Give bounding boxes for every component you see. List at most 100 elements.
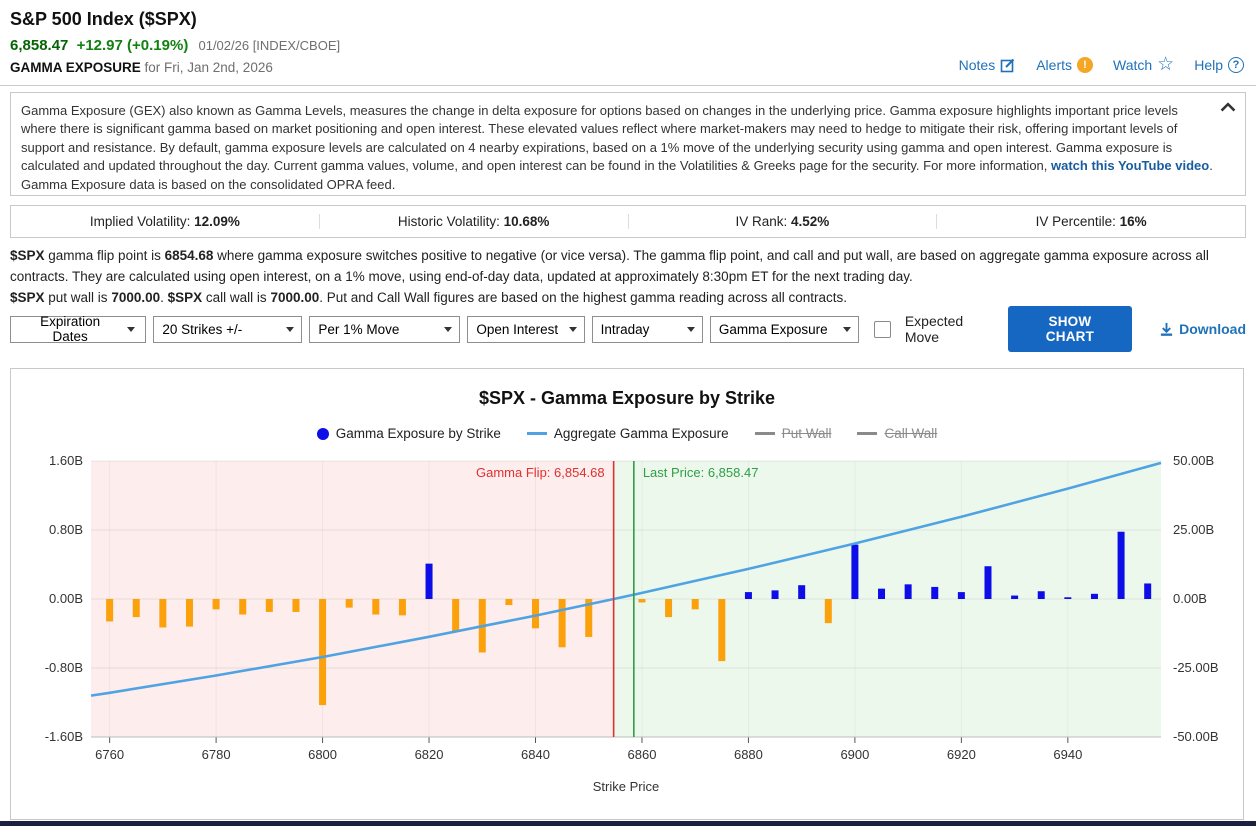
help-question-icon: ? bbox=[1228, 57, 1244, 73]
expected-move-checkbox[interactable] bbox=[873, 320, 891, 338]
youtube-video-link[interactable]: watch this YouTube video bbox=[1051, 158, 1210, 174]
notes-label: Notes bbox=[958, 57, 996, 73]
gamma-bar-6930 bbox=[1011, 595, 1019, 599]
gamma-bar-6890 bbox=[798, 585, 806, 599]
stat-value: 4.52% bbox=[791, 214, 830, 229]
chevron-down-icon bbox=[127, 326, 136, 332]
svg-text:6760: 6760 bbox=[95, 747, 124, 762]
alert-warning-icon: ! bbox=[1077, 57, 1093, 73]
expected-move-label: Expected Move bbox=[904, 313, 964, 345]
stat-iv-rank: IV Rank: 4.52% bbox=[627, 214, 937, 229]
legend-item-aggregate-gamma-exposure[interactable]: Aggregate Gamma Exposure bbox=[526, 426, 729, 441]
gamma-chart-container: $SPX - Gamma Exposure by Strike Gamma Ex… bbox=[10, 368, 1244, 820]
section-label: GAMMA EXPOSURE bbox=[10, 60, 141, 75]
gamma-bar-6935 bbox=[1037, 591, 1045, 599]
gamma-chart-plot[interactable]: 1.60B 50.00B 0.80B 25.00B 0.00B 0.00B -0.80B -2… bbox=[11, 454, 1243, 806]
legend-label: Call Wall bbox=[884, 426, 938, 441]
svg-text:6820: 6820 bbox=[415, 747, 444, 762]
expiration-dates-label: Expiration Dates bbox=[40, 314, 101, 344]
header-divider bbox=[0, 85, 1256, 86]
gamma-bar-6950 bbox=[1117, 531, 1125, 599]
notes-edit-icon bbox=[1000, 58, 1015, 73]
intraday-select[interactable]: Intraday bbox=[591, 315, 703, 343]
expiration-dates-dropdown[interactable]: Expiration Dates bbox=[10, 314, 147, 344]
svg-text:-50.00B: -50.00B bbox=[1173, 729, 1219, 744]
svg-text:6920: 6920 bbox=[947, 747, 976, 762]
gamma-bar-6815 bbox=[398, 599, 406, 616]
gamma-bar-6870 bbox=[691, 599, 699, 610]
bottom-bar bbox=[0, 821, 1256, 826]
svg-text:6780: 6780 bbox=[202, 747, 231, 762]
gamma-bar-6860 bbox=[638, 599, 646, 603]
gamma-bar-6835 bbox=[505, 599, 513, 606]
gamma-bar-6925 bbox=[984, 566, 992, 599]
stat-historic-volatility: Historic Volatility: 10.68% bbox=[318, 214, 628, 229]
last-price: 6,858.47 bbox=[10, 37, 69, 54]
gamma-bar-6845 bbox=[558, 599, 566, 648]
help-link[interactable]: Help ? bbox=[1194, 57, 1244, 73]
svg-text:6880: 6880 bbox=[734, 747, 763, 762]
gamma-bar-6900 bbox=[851, 544, 859, 599]
page-header: S&P 500 Index ($SPX) 6,858.47 +12.97 (+0… bbox=[0, 0, 1256, 86]
last-price-annotation: Last Price: 6,858.47 bbox=[643, 465, 759, 480]
price-change: +12.97 (+0.19%) bbox=[76, 37, 189, 54]
legend-label: Gamma Exposure by Strike bbox=[335, 426, 501, 441]
gamma-bar-6920 bbox=[957, 592, 965, 599]
gamma-bar-6875 bbox=[718, 599, 726, 662]
chart-filter-toolbar: Expiration Dates 20 Strikes +/- Per 1% M… bbox=[10, 306, 1246, 352]
gamma-bar-6850 bbox=[585, 599, 593, 637]
watch-label: Watch bbox=[1113, 57, 1153, 73]
legend-item-call-wall[interactable]: Call Wall bbox=[857, 426, 937, 441]
svg-text:6900: 6900 bbox=[840, 747, 869, 762]
gex-description-text-after: . Gamma Exposure data is based on the co… bbox=[21, 158, 1213, 192]
open-interest-select[interactable]: Open Interest bbox=[467, 315, 585, 343]
x-axis-title: Strike Price bbox=[593, 779, 659, 794]
section-row: GAMMA EXPOSURE for Fri, Jan 2nd, 2026 bbox=[10, 60, 273, 75]
gamma-bar-6765 bbox=[132, 599, 140, 618]
download-link[interactable]: Download bbox=[1159, 321, 1246, 337]
gex-description-box: Gamma Exposure (GEX) also known as Gamma… bbox=[10, 92, 1246, 196]
strikes-select[interactable]: 20 Strikes +/- bbox=[153, 315, 303, 343]
notes-link[interactable]: Notes bbox=[959, 57, 1017, 73]
gamma-bar-6760 bbox=[106, 599, 114, 622]
gamma-flip-annotation: Gamma Flip: 6,854.68 bbox=[476, 465, 605, 480]
gex-description-text: Gamma Exposure (GEX) also known as Gamma… bbox=[21, 103, 1178, 174]
svg-text:0.80B: 0.80B bbox=[49, 522, 83, 537]
gamma-bar-6840 bbox=[532, 599, 540, 629]
watch-link[interactable]: Watch ☆ bbox=[1113, 55, 1174, 74]
collapse-chevron-up-icon[interactable] bbox=[1219, 99, 1237, 117]
svg-text:6860: 6860 bbox=[628, 747, 657, 762]
section-date: for Fri, Jan 2nd, 2026 bbox=[140, 60, 273, 75]
price-row: 6,858.47 +12.97 (+0.19%) 01/02/26 [INDEX… bbox=[10, 37, 340, 54]
stat-label: Historic Volatility: bbox=[397, 214, 504, 229]
legend-label: Put Wall bbox=[781, 426, 832, 441]
metric-select[interactable]: Gamma Exposure bbox=[709, 315, 859, 343]
volatility-stats-bar: Implied Volatility: 12.09% Historic Vola… bbox=[10, 205, 1246, 238]
gamma-bar-6945 bbox=[1090, 593, 1098, 599]
stat-value: 12.09% bbox=[194, 214, 240, 229]
legend-marker bbox=[526, 432, 547, 435]
svg-text:-0.80B: -0.80B bbox=[45, 660, 83, 675]
gamma-bar-6800 bbox=[319, 599, 327, 706]
gamma-bar-6785 bbox=[239, 599, 247, 615]
show-chart-button[interactable]: SHOW CHART bbox=[1007, 306, 1133, 352]
stat-value: 10.68% bbox=[503, 214, 550, 229]
legend-item-put-wall[interactable]: Put Wall bbox=[754, 426, 832, 441]
legend-item-gamma-exposure-by-strike[interactable]: Gamma Exposure by Strike bbox=[316, 426, 501, 441]
svg-text:6840: 6840 bbox=[521, 747, 550, 762]
svg-text:0.00B: 0.00B bbox=[49, 591, 83, 606]
download-icon bbox=[1160, 322, 1173, 336]
alerts-link[interactable]: Alerts ! bbox=[1036, 57, 1093, 73]
gamma-flip-note: $SPX gamma flip point is 6854.68 where g… bbox=[10, 248, 1209, 305]
move-select[interactable]: Per 1% Move bbox=[309, 315, 461, 343]
svg-text:50.00B: 50.00B bbox=[1173, 454, 1214, 468]
svg-text:6800: 6800 bbox=[308, 747, 337, 762]
stat-implied-volatility: Implied Volatility: 12.09% bbox=[11, 214, 319, 229]
svg-text:0.00B: 0.00B bbox=[1173, 591, 1207, 606]
gamma-bar-6885 bbox=[771, 590, 779, 599]
header-links: Notes Alerts ! Watch ☆ Help ? bbox=[959, 55, 1244, 74]
stat-value: 16% bbox=[1119, 214, 1147, 229]
metric-select-wrap: Gamma Exposure bbox=[709, 315, 859, 343]
gamma-bar-6915 bbox=[931, 586, 939, 599]
